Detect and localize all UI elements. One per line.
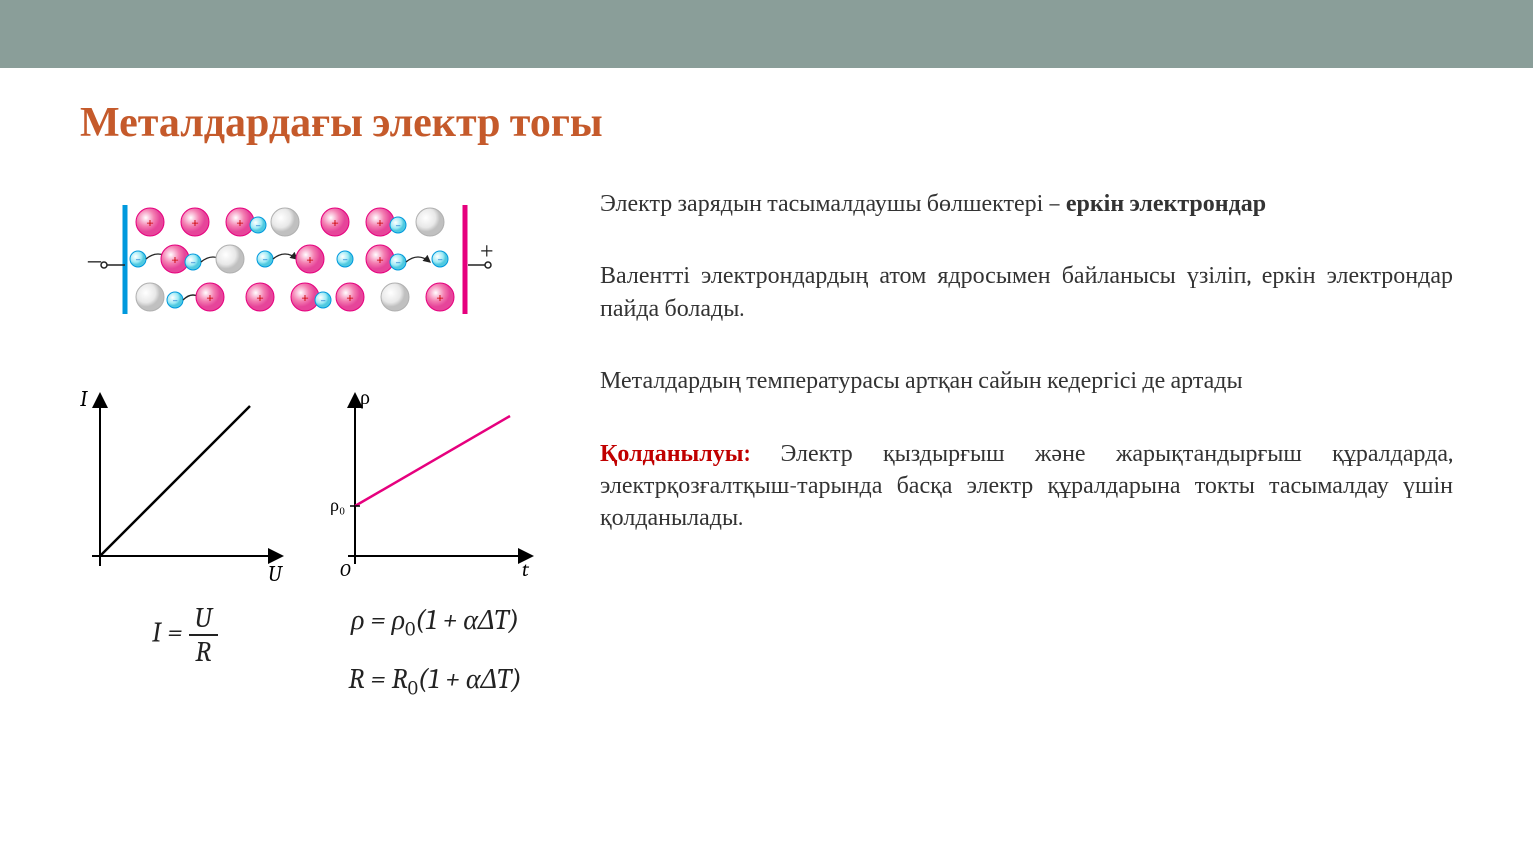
svg-text:−: − (437, 253, 443, 266)
main-area: _ + (80, 187, 1453, 699)
svg-text:−: − (342, 253, 348, 266)
iv-chart-block: I U I = UR (80, 386, 290, 699)
rho-chart: ρ₀ ρ O t (330, 386, 540, 586)
svg-text:−: − (320, 294, 326, 307)
svg-text:+: + (346, 288, 354, 306)
paragraph-3: Металдардың температурасы артқан сайын к… (600, 364, 1453, 396)
svg-text:_: _ (87, 236, 102, 265)
y-axis-label: I (80, 386, 88, 412)
svg-text:−: − (395, 256, 401, 269)
svg-text:+: + (236, 213, 244, 231)
svg-text:+: + (146, 213, 154, 231)
svg-text:+: + (376, 213, 384, 231)
paragraph-1: Электр зарядын тасымалдаушы бөлшектері –… (600, 187, 1453, 219)
svg-text:+: + (331, 213, 339, 231)
svg-text:−: − (135, 253, 141, 266)
origin-label: O (340, 560, 351, 581)
x-axis-label: U (268, 561, 283, 586)
iv-chart: I U (80, 386, 290, 586)
formula-rho: ρ = ρ0(1 + αΔT) (351, 604, 519, 641)
charts-row: I U I = UR (80, 386, 540, 699)
svg-text:+: + (191, 213, 199, 231)
formula-resistance: R = R0(1 + αΔT) (348, 663, 521, 700)
row-2: − + − − + − + − − (130, 245, 448, 273)
top-bar (0, 0, 1533, 68)
x-axis-label-t: t (522, 558, 530, 581)
p1-prefix: Электр зарядын тасымалдаушы бөлшектері – (600, 189, 1066, 217)
svg-text:+: + (301, 288, 309, 306)
paragraph-2: Валентті электрондардың атом ядросымен б… (600, 259, 1453, 324)
svg-text:−: − (395, 219, 401, 232)
rho0-label: ρ₀ (330, 495, 345, 516)
conductor-svg: _ + (80, 187, 500, 332)
svg-text:−: − (255, 219, 261, 232)
svg-text:+: + (480, 239, 494, 265)
row-3: − + + + − + + (136, 283, 454, 311)
svg-text:+: + (206, 288, 214, 306)
slide-title: Металдардағы электр тогы (80, 98, 1453, 147)
paragraph-4: Қолданылуы: Электр қыздырғыш және жарықт… (600, 437, 1453, 534)
metal-conductor-diagram: _ + (80, 187, 540, 336)
svg-text:+: + (256, 288, 264, 306)
row-1: + + + − + + − (136, 208, 444, 236)
svg-text:+: + (171, 250, 179, 268)
svg-text:−: − (262, 253, 268, 266)
slide-content: Металдардағы электр тогы _ + (0, 68, 1533, 699)
y-axis-label-rho: ρ (360, 386, 370, 409)
rho-chart-block: ρ₀ ρ O t ρ = ρ0(1 + αΔT) R = R0(1 + αΔT) (330, 386, 540, 699)
svg-text:−: − (190, 256, 196, 269)
p1-bold: еркін электрондар (1066, 189, 1266, 217)
left-column: _ + (80, 187, 540, 699)
svg-text:+: + (306, 250, 314, 268)
p4-label: Қолданылуы: (600, 439, 750, 467)
right-column: Электр зарядын тасымалдаушы бөлшектері –… (600, 187, 1453, 699)
svg-text:−: − (172, 294, 178, 307)
svg-text:+: + (376, 250, 384, 268)
formula-ohm: I = UR (152, 604, 218, 666)
svg-text:+: + (436, 288, 444, 306)
